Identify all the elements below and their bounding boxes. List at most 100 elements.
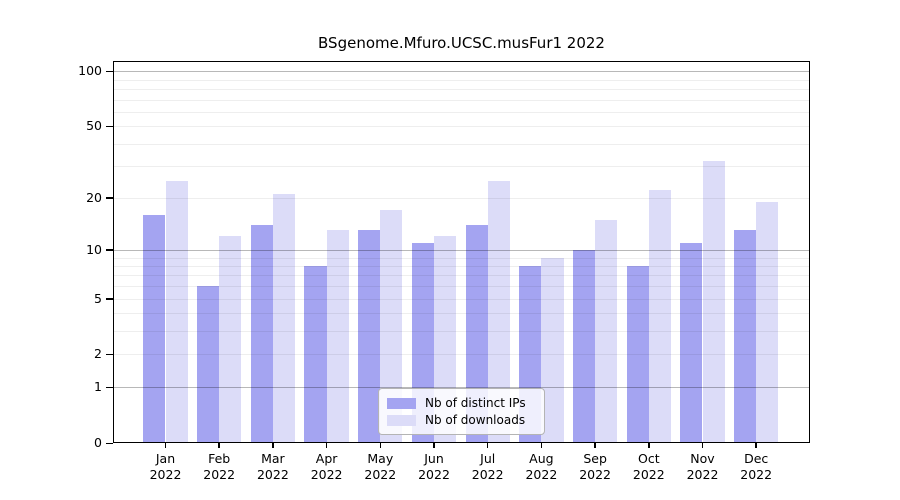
y-tick-mark-20 bbox=[106, 197, 113, 199]
gridline-major-10 bbox=[113, 249, 810, 251]
x-label-year-sep: 2022 bbox=[579, 467, 611, 482]
x-label-year-apr: 2022 bbox=[310, 467, 343, 482]
x-label-year-aug: 2022 bbox=[525, 467, 558, 482]
gridline-minor-7 bbox=[113, 275, 810, 277]
gridline-minor-2 bbox=[113, 354, 810, 356]
x-label-year-dec: 2022 bbox=[740, 467, 773, 482]
gridline-minor-40 bbox=[113, 143, 810, 145]
bar-downloads-may bbox=[380, 210, 403, 443]
bar-downloads-sep bbox=[595, 219, 618, 443]
gridline-minor-3 bbox=[113, 331, 810, 333]
x-tick-label-nov: Nov 2022 bbox=[675, 451, 731, 483]
x-tick-mark-sep bbox=[594, 443, 596, 448]
gridline-minor-8 bbox=[113, 265, 810, 267]
legend-label-distinct-ips: Nb of distinct IPs bbox=[425, 395, 526, 410]
x-tick-label-dec: Dec 2022 bbox=[728, 451, 784, 483]
x-tick-mark-jun bbox=[433, 443, 435, 448]
gridline-minor-20 bbox=[113, 197, 810, 199]
x-label-month-mar: Mar bbox=[261, 451, 285, 466]
gridline-major-100 bbox=[113, 71, 810, 73]
legend-swatch-distinct-ips bbox=[387, 397, 416, 409]
bar-downloads-jan bbox=[165, 180, 188, 443]
x-tick-mark-jul bbox=[486, 443, 489, 448]
y-tick-mark-1 bbox=[106, 386, 113, 389]
x-tick-mark-feb bbox=[218, 443, 220, 448]
gridline-minor-30 bbox=[113, 166, 810, 168]
x-tick-mark-dec bbox=[755, 443, 757, 448]
x-label-month-aug: Aug bbox=[529, 451, 554, 466]
bar-distinct-ips-may bbox=[358, 230, 381, 443]
y-tick-label-10: 10 bbox=[86, 241, 102, 257]
x-label-month-jul: Jul bbox=[480, 451, 496, 466]
bar-distinct-ips-oct bbox=[626, 265, 649, 443]
x-tick-label-oct: Oct 2022 bbox=[621, 451, 677, 483]
y-tick-label-2: 2 bbox=[94, 346, 102, 362]
y-tick-mark-2 bbox=[106, 353, 113, 356]
plot-area bbox=[113, 61, 810, 443]
x-label-year-jul: 2022 bbox=[471, 467, 504, 482]
y-tick-label-5: 5 bbox=[94, 290, 102, 306]
gridline-minor-4 bbox=[113, 313, 810, 315]
x-tick-mark-nov bbox=[701, 443, 704, 448]
bar-downloads-dec bbox=[756, 201, 779, 443]
x-label-year-jun: 2022 bbox=[418, 467, 450, 482]
gridline-minor-90 bbox=[113, 79, 810, 81]
x-label-year-jan: 2022 bbox=[149, 467, 182, 482]
x-tick-mark-apr bbox=[325, 443, 328, 448]
legend-label-downloads: Nb of downloads bbox=[425, 412, 526, 427]
y-tick-label-1: 1 bbox=[94, 379, 102, 395]
bar-downloads-nov bbox=[702, 161, 725, 443]
x-label-year-may: 2022 bbox=[364, 467, 397, 482]
x-tick-label-apr: Apr 2022 bbox=[299, 451, 355, 483]
y-tick-mark-100 bbox=[106, 70, 113, 73]
x-label-month-dec: Dec bbox=[744, 451, 769, 466]
x-tick-mark-may bbox=[379, 443, 382, 448]
x-label-month-apr: Apr bbox=[315, 451, 338, 466]
x-tick-label-may: May 2022 bbox=[352, 451, 408, 483]
gridline-minor-6 bbox=[113, 286, 810, 288]
x-label-month-oct: Oct bbox=[637, 451, 660, 466]
y-tick-label-0: 0 bbox=[94, 435, 102, 450]
legend-entry-distinct-ips: Nb of distinct IPs bbox=[387, 395, 544, 410]
y-tick-label-100: 100 bbox=[78, 63, 102, 79]
x-tick-label-jun: Jun 2022 bbox=[406, 451, 462, 483]
x-label-year-feb: 2022 bbox=[203, 467, 236, 482]
x-label-month-sep: Sep bbox=[583, 451, 607, 466]
bar-downloads-mar bbox=[272, 193, 296, 443]
bar-distinct-ips-feb bbox=[197, 286, 220, 443]
x-tick-label-aug: Aug 2022 bbox=[513, 451, 569, 483]
y-tick-mark-50 bbox=[106, 125, 113, 128]
x-label-year-oct: 2022 bbox=[632, 467, 665, 482]
y-tick-label-50: 50 bbox=[86, 118, 102, 134]
legend: Nb of distinct IPs Nb of downloads bbox=[378, 388, 545, 435]
x-label-month-jan: Jan bbox=[155, 451, 176, 466]
bar-downloads-oct bbox=[648, 190, 671, 443]
y-tick-label-20: 20 bbox=[86, 189, 102, 205]
gridline-minor-50 bbox=[113, 126, 810, 128]
x-tick-label-jan: Jan 2022 bbox=[138, 451, 194, 483]
y-tick-mark-10 bbox=[106, 249, 113, 251]
bar-distinct-ips-jan bbox=[143, 214, 166, 443]
bar-downloads-jul bbox=[487, 180, 510, 443]
bar-distinct-ips-mar bbox=[250, 224, 273, 443]
x-label-month-may: May bbox=[367, 451, 394, 466]
chart-title: BSgenome.Mfuro.UCSC.musFur1 2022 bbox=[318, 34, 605, 52]
bar-distinct-ips-sep bbox=[572, 249, 596, 443]
gridline-minor-5 bbox=[113, 298, 810, 300]
bar-distinct-ips-apr bbox=[304, 265, 327, 443]
bar-distinct-ips-dec bbox=[734, 230, 757, 443]
bar-downloads-feb bbox=[219, 236, 242, 443]
bar-downloads-aug bbox=[541, 257, 564, 443]
x-label-year-nov: 2022 bbox=[686, 467, 719, 482]
x-label-month-nov: Nov bbox=[690, 451, 715, 466]
x-label-month-feb: Feb bbox=[208, 451, 231, 466]
x-tick-mark-oct bbox=[648, 443, 650, 448]
gridline-major-1 bbox=[113, 387, 810, 389]
y-tick-mark-5 bbox=[106, 298, 113, 300]
y-tick-mark-0 bbox=[106, 442, 113, 444]
x-tick-label-sep: Sep 2022 bbox=[567, 451, 623, 483]
x-tick-label-feb: Feb 2022 bbox=[191, 451, 247, 483]
bar-downloads-apr bbox=[326, 230, 349, 443]
x-tick-mark-mar bbox=[272, 443, 274, 448]
